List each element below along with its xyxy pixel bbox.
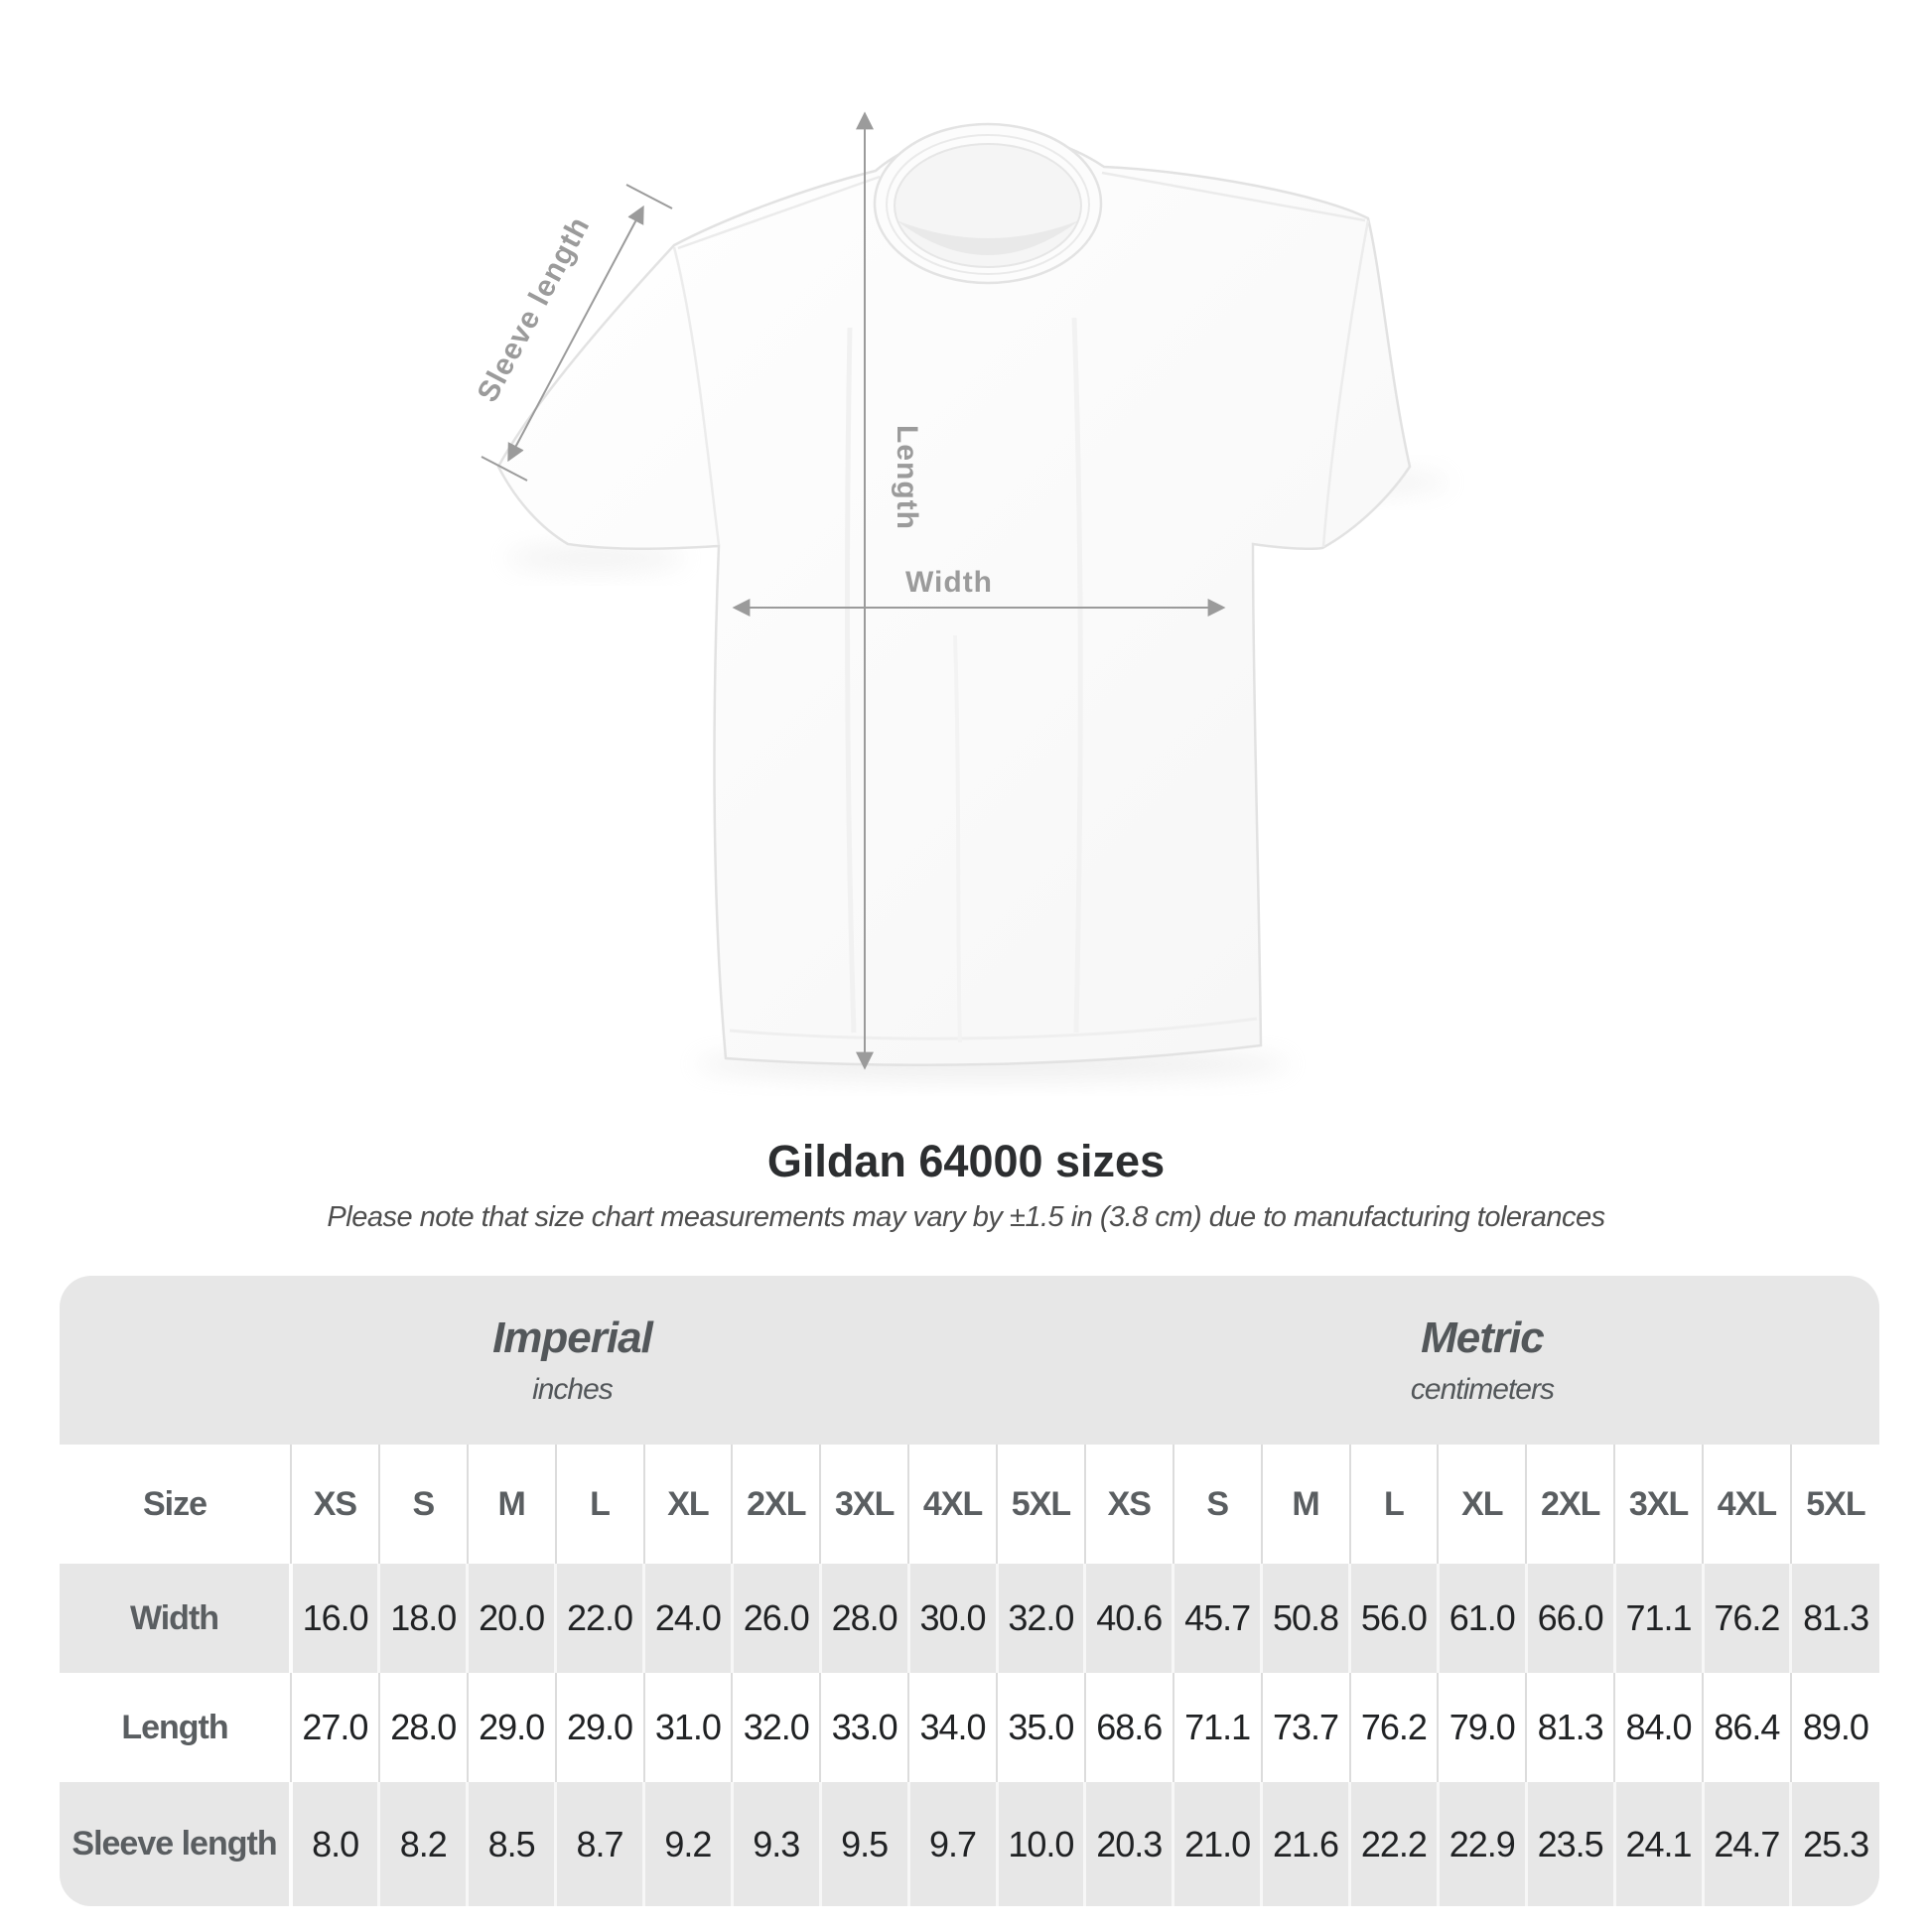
table-cell: 8.2 bbox=[377, 1782, 468, 1906]
size-header-metric-xl: XL bbox=[1437, 1445, 1527, 1564]
table-cell: 61.0 bbox=[1436, 1564, 1527, 1673]
table-cell: 34.0 bbox=[907, 1673, 997, 1782]
sleeve-length-row: Sleeve length 8.0 8.2 8.5 8.7 9.2 9.3 9.… bbox=[60, 1782, 1879, 1906]
table-cell: 9.2 bbox=[642, 1782, 733, 1906]
width-label: Width bbox=[905, 566, 993, 599]
table-cell: 56.0 bbox=[1348, 1564, 1439, 1673]
size-header-imperial-xs: XS bbox=[290, 1445, 379, 1564]
table-cell: 24.7 bbox=[1701, 1782, 1791, 1906]
size-header-row: Size XS S M L XL 2XL 3XL 4XL 5XL XS S M … bbox=[60, 1445, 1879, 1564]
size-header-metric-4xl: 4XL bbox=[1702, 1445, 1791, 1564]
size-header-imperial-3xl: 3XL bbox=[819, 1445, 909, 1564]
table-cell: 35.0 bbox=[996, 1673, 1085, 1782]
row-label-length: Length bbox=[121, 1708, 228, 1746]
table-cell: 22.2 bbox=[1348, 1782, 1439, 1906]
table-cell: 18.0 bbox=[377, 1564, 468, 1673]
imperial-label: Imperial bbox=[492, 1313, 653, 1362]
table-cell: 8.5 bbox=[466, 1782, 556, 1906]
table-cell: 24.0 bbox=[642, 1564, 733, 1673]
tshirt-image bbox=[496, 122, 1412, 1066]
metric-group-header: Metric centimeters bbox=[1084, 1276, 1879, 1445]
table-cell: 30.0 bbox=[906, 1564, 997, 1673]
table-cell: 27.0 bbox=[290, 1673, 379, 1782]
sleeve-length-arrow bbox=[481, 184, 673, 482]
size-header-metric-s: S bbox=[1172, 1445, 1262, 1564]
width-row: Width 16.0 18.0 20.0 22.0 24.0 26.0 28.0… bbox=[60, 1564, 1879, 1673]
row-label-width: Width bbox=[60, 1564, 291, 1673]
table-cell: 20.3 bbox=[1083, 1782, 1173, 1906]
table-cell: 21.6 bbox=[1260, 1782, 1350, 1906]
size-header-imperial-l: L bbox=[554, 1445, 644, 1564]
table-cell: 89.0 bbox=[1789, 1673, 1879, 1782]
table-cell: 29.0 bbox=[466, 1673, 556, 1782]
size-header-imperial-2xl: 2XL bbox=[731, 1445, 821, 1564]
table-cell: 50.8 bbox=[1260, 1564, 1350, 1673]
size-header-imperial-m: M bbox=[466, 1445, 556, 1564]
table-cell: 86.4 bbox=[1702, 1673, 1791, 1782]
size-header-metric-5xl: 5XL bbox=[1789, 1445, 1879, 1564]
size-header-imperial-xl: XL bbox=[642, 1445, 733, 1564]
size-column-header: Size bbox=[60, 1445, 291, 1564]
unit-group-header-row: Imperial inches Metric centimeters bbox=[60, 1276, 1879, 1445]
table-cell: 23.5 bbox=[1524, 1782, 1615, 1906]
size-header-metric-m: M bbox=[1260, 1445, 1350, 1564]
table-cell: 81.3 bbox=[1789, 1564, 1879, 1673]
table-cell: 8.7 bbox=[554, 1782, 644, 1906]
length-row: Length 27.0 28.0 29.0 29.0 31.0 32.0 33.… bbox=[60, 1673, 1879, 1782]
table-cell: 79.0 bbox=[1437, 1673, 1527, 1782]
table-cell: 21.0 bbox=[1172, 1782, 1262, 1906]
table-cell: 76.2 bbox=[1701, 1564, 1791, 1673]
table-cell: 8.0 bbox=[289, 1782, 379, 1906]
table-cell: 22.0 bbox=[554, 1564, 644, 1673]
size-header-imperial-s: S bbox=[377, 1445, 468, 1564]
metric-label: Metric bbox=[1421, 1313, 1545, 1362]
table-cell: 9.3 bbox=[730, 1782, 821, 1906]
size-header-metric-2xl: 2XL bbox=[1525, 1445, 1615, 1564]
table-cell: 26.0 bbox=[730, 1564, 821, 1673]
length-label: Length bbox=[891, 425, 923, 530]
size-header-metric-3xl: 3XL bbox=[1613, 1445, 1703, 1564]
table-cell: 16.0 bbox=[289, 1564, 379, 1673]
table-cell: 28.0 bbox=[818, 1564, 909, 1673]
metric-unit-label: centimeters bbox=[1410, 1373, 1555, 1406]
table-cell: 73.7 bbox=[1260, 1673, 1350, 1782]
table-cell: 10.0 bbox=[995, 1782, 1085, 1906]
table-cell: 81.3 bbox=[1525, 1673, 1615, 1782]
table-cell: 68.6 bbox=[1083, 1673, 1173, 1782]
table-cell: 32.0 bbox=[731, 1673, 821, 1782]
table-cell: 84.0 bbox=[1613, 1673, 1703, 1782]
size-header-metric-l: L bbox=[1348, 1445, 1439, 1564]
size-header-metric-xs: XS bbox=[1083, 1445, 1173, 1564]
table-cell: 71.1 bbox=[1612, 1564, 1703, 1673]
table-cell: 22.9 bbox=[1436, 1782, 1527, 1906]
table-cell: 66.0 bbox=[1524, 1564, 1615, 1673]
tolerance-note: Please note that size chart measurements… bbox=[327, 1201, 1605, 1233]
table-cell: 24.1 bbox=[1612, 1782, 1703, 1906]
size-chart-table: Imperial inches Metric centimeters Size … bbox=[60, 1276, 1879, 1906]
table-cell: 20.0 bbox=[466, 1564, 556, 1673]
imperial-group-header: Imperial inches bbox=[60, 1276, 1085, 1445]
imperial-unit-label: inches bbox=[532, 1373, 614, 1406]
size-header-imperial-4xl: 4XL bbox=[907, 1445, 997, 1564]
table-cell: 31.0 bbox=[642, 1673, 733, 1782]
table-cell: 45.7 bbox=[1172, 1564, 1262, 1673]
page-title: Gildan 64000 sizes bbox=[766, 1136, 1166, 1186]
table-cell: 28.0 bbox=[377, 1673, 468, 1782]
table-cell: 33.0 bbox=[819, 1673, 909, 1782]
table-cell: 25.3 bbox=[1789, 1782, 1879, 1906]
size-header-imperial-5xl: 5XL bbox=[996, 1445, 1085, 1564]
table-cell: 9.7 bbox=[906, 1782, 997, 1906]
table-cell: 40.6 bbox=[1083, 1564, 1173, 1673]
tshirt-measurement-figure: Width Length Sleeve length bbox=[472, 111, 1449, 1080]
table-cell: 76.2 bbox=[1348, 1673, 1439, 1782]
table-cell: 29.0 bbox=[554, 1673, 644, 1782]
table-cell: 71.1 bbox=[1172, 1673, 1262, 1782]
table-cell: 32.0 bbox=[995, 1564, 1085, 1673]
table-cell: 9.5 bbox=[818, 1782, 909, 1906]
row-label-sleeve-length: Sleeve length bbox=[60, 1782, 291, 1906]
